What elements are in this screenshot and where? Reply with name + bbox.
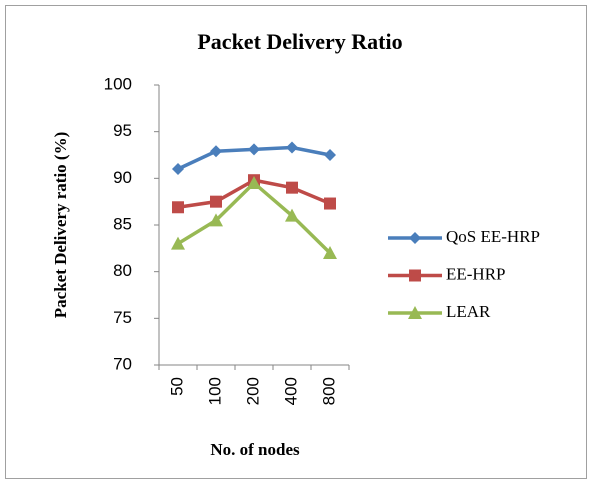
legend-label: QoS EE-HRP bbox=[446, 227, 540, 246]
data-point bbox=[210, 195, 222, 208]
y-tick-label: 80 bbox=[113, 261, 132, 280]
legend-marker bbox=[409, 232, 421, 244]
y-tick-label: 90 bbox=[113, 168, 132, 187]
y-axis-label: Packet Delivery ratio (%) bbox=[51, 132, 70, 318]
data-point bbox=[324, 149, 336, 161]
x-tick-label: 200 bbox=[243, 377, 262, 405]
data-point bbox=[210, 145, 222, 158]
legend-marker bbox=[408, 306, 422, 319]
legend-label: LEAR bbox=[446, 302, 491, 321]
legend-label: EE-HRP bbox=[446, 264, 506, 283]
x-axis-label: No. of nodes bbox=[210, 440, 300, 459]
x-tick-label: 50 bbox=[167, 377, 186, 396]
x-tick-label: 400 bbox=[281, 377, 300, 405]
y-tick-label: 100 bbox=[104, 74, 132, 93]
x-tick-label: 100 bbox=[205, 377, 224, 405]
data-point bbox=[172, 163, 184, 175]
chart-border bbox=[5, 5, 587, 479]
data-point bbox=[247, 176, 261, 189]
chart-title: Packet Delivery Ratio bbox=[197, 29, 402, 54]
data-point bbox=[209, 213, 223, 227]
data-point bbox=[248, 143, 260, 156]
y-tick-label: 75 bbox=[113, 308, 132, 327]
y-tick-label: 85 bbox=[113, 214, 132, 233]
y-tick-label: 95 bbox=[113, 121, 132, 140]
data-point bbox=[286, 181, 298, 194]
x-tick-label: 800 bbox=[319, 377, 338, 405]
data-point bbox=[286, 141, 298, 154]
data-point bbox=[172, 201, 184, 214]
data-point bbox=[323, 246, 337, 259]
data-point bbox=[171, 236, 185, 250]
y-tick-label: 70 bbox=[113, 354, 132, 373]
data-point bbox=[285, 208, 299, 222]
legend-marker bbox=[409, 269, 421, 282]
data-point bbox=[324, 197, 336, 210]
